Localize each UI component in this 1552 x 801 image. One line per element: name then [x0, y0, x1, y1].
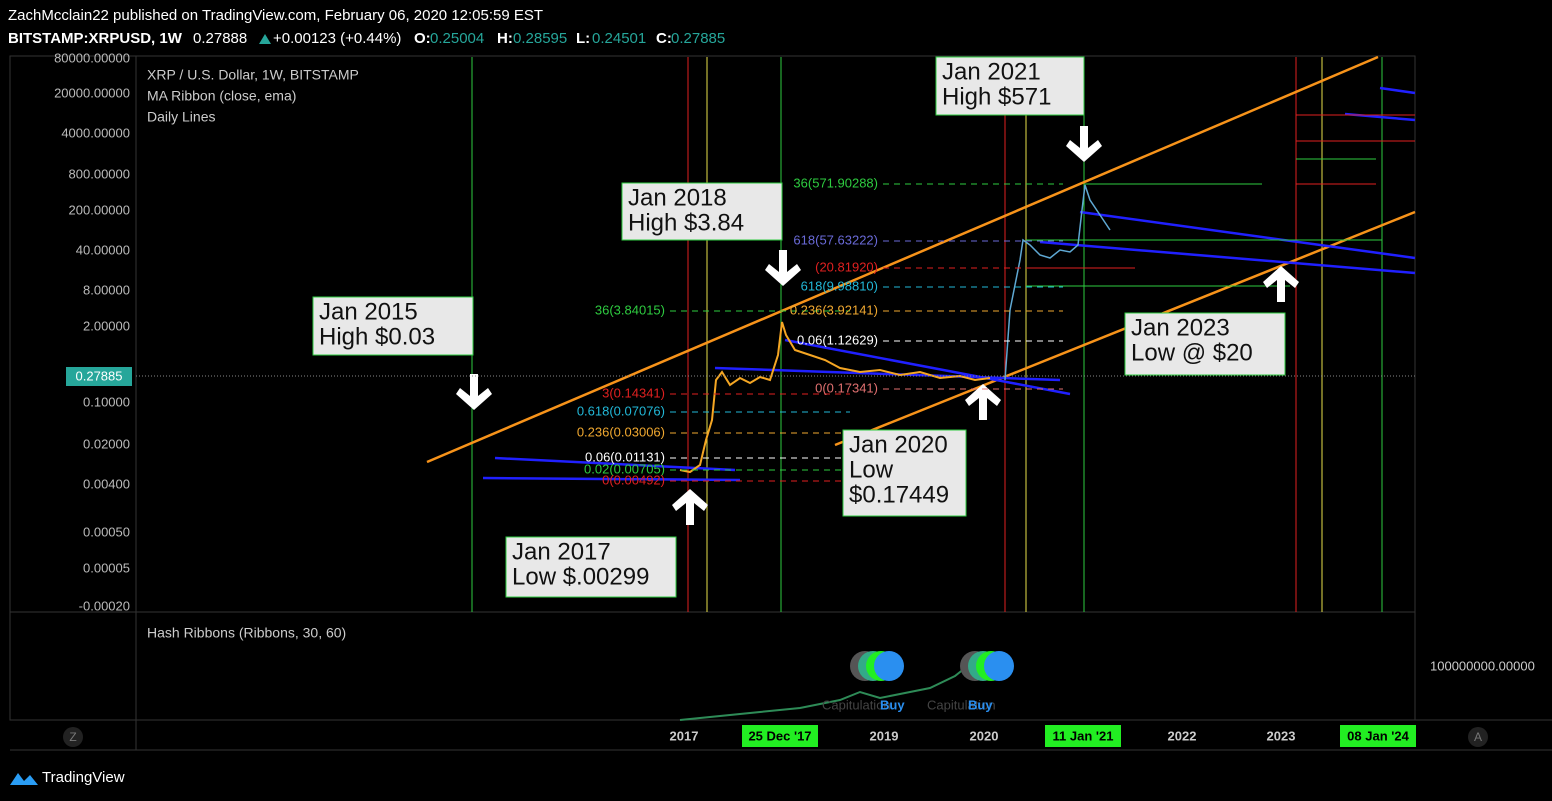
fib-label: 0(0.17341) — [815, 380, 878, 395]
annotation-box — [312, 296, 474, 356]
price-axis-label: 8.00000 — [83, 282, 130, 297]
annotation-box — [842, 429, 967, 517]
level-lines — [1026, 114, 1415, 287]
annotation-box — [621, 182, 783, 241]
time-axis-label: 2022 — [1168, 728, 1197, 743]
signal-dot — [984, 651, 1014, 681]
header-o-label: O: — [414, 30, 431, 47]
annotation-text: High $0.03 — [319, 323, 435, 350]
fib-label: 0.236(3.92141) — [790, 302, 878, 317]
brand: TradingView — [42, 769, 125, 786]
signal-dot — [874, 651, 904, 681]
header-h-label: H: — [497, 30, 513, 47]
header-last: 0.27888 — [193, 30, 247, 47]
price-axis-label: 0.00050 — [83, 524, 130, 539]
price-tag: 0.27885 — [76, 368, 123, 383]
header-change: +0.00123 (+0.44%) — [273, 30, 401, 47]
legend-item: XRP / U.S. Dollar, 1W, BITSTAMP — [147, 67, 359, 83]
annotation-text: $0.17449 — [849, 481, 949, 508]
trend-lines — [426, 55, 1416, 482]
tv-logo — [10, 773, 38, 785]
arrows — [456, 126, 1299, 525]
price-axis-label: 40.00000 — [76, 242, 130, 257]
time-axis-label: 25 Dec '17 — [748, 728, 811, 743]
header-l: 0.24501 — [592, 30, 646, 47]
hash-ribbon — [679, 654, 996, 721]
fib-label: 618(57.63222) — [793, 232, 878, 247]
pane-title: Hash Ribbons (Ribbons, 30, 60) — [147, 625, 346, 641]
time-marker-box — [1045, 725, 1121, 747]
vertical-lines — [471, 57, 1383, 612]
axis-button — [63, 727, 83, 747]
axis-button-label: Z — [69, 730, 76, 744]
price-axis-label: 0.10000 — [83, 394, 130, 409]
price-axis-label: 0.00400 — [83, 476, 130, 491]
price-axis-label: 80000.00000 — [54, 50, 130, 65]
annotation-box — [935, 56, 1085, 116]
legend-item: MA Ribbon (close, ema) — [147, 88, 296, 104]
fib-label: 0.618(0.07076) — [577, 403, 665, 418]
time-axis-label: 08 Jan '24 — [1347, 728, 1409, 743]
annotation-text: Jan 2020 — [849, 431, 948, 458]
annotation-text: Low — [849, 456, 894, 483]
pane-axis-label: 100000000.00000 — [1430, 658, 1535, 673]
signal-label: Capitulation — [927, 697, 996, 712]
price-line — [679, 321, 991, 474]
annotation-text: Low $.00299 — [512, 563, 649, 590]
annotation-text: Jan 2018 — [628, 184, 727, 211]
price-line-projection — [1004, 184, 1111, 381]
signal-label: Buy — [968, 697, 993, 712]
header-h: 0.28595 — [513, 30, 567, 47]
header-line: ZachMcclain22 published on TradingView.c… — [8, 7, 543, 24]
time-marker-box — [742, 725, 818, 747]
fib-label: 0.06(1.12629) — [797, 332, 878, 347]
header-symbol: BITSTAMP:XRPUSD, 1W — [8, 30, 183, 47]
annotation-text: Jan 2017 — [512, 538, 611, 565]
fib-label: 0.02(0.00705) — [584, 461, 665, 476]
fib-label: 36(3.84015) — [595, 302, 665, 317]
header-c: 0.27885 — [671, 30, 725, 47]
price-tag-box — [66, 367, 132, 386]
price-axis-label: -0.00020 — [79, 598, 130, 613]
fib-label: 618(9.98810) — [801, 278, 878, 293]
header-l-label: L: — [576, 30, 590, 47]
price-axis-label: 20000.00000 — [54, 85, 130, 100]
time-marker-box — [1340, 725, 1416, 747]
annotation-text: High $3.84 — [628, 209, 744, 236]
legend-item: Daily Lines — [147, 109, 215, 125]
time-axis-label: 11 Jan '21 — [1053, 728, 1114, 743]
price-axis-label: 800.00000 — [69, 166, 130, 181]
time-axis-label: 2017 — [670, 728, 699, 743]
fib-label: 36(571.90288) — [793, 175, 878, 190]
annotation-box — [505, 536, 677, 598]
signal-label: Capitulation — [822, 697, 891, 712]
price-axis-label: 0.00005 — [83, 560, 130, 575]
price-axis-label: 2.00000 — [83, 318, 130, 333]
annotation-text: Jan 2023 — [1131, 314, 1230, 341]
axis-button — [1468, 727, 1488, 747]
fib-label: 3(0.14341) — [602, 385, 665, 400]
price-axis-label: 200.00000 — [69, 202, 130, 217]
price-axis-label: 4000.00000 — [61, 125, 130, 140]
signal-label: Buy — [880, 697, 905, 712]
fib-label: 0.06(0.01131) — [585, 449, 665, 464]
time-axis-label: 2023 — [1267, 728, 1296, 743]
annotation-box — [1124, 312, 1286, 376]
fib-label: (20.81920) — [815, 259, 878, 274]
annotation-text: Jan 2015 — [319, 298, 418, 325]
axis-button-label: A — [1474, 730, 1482, 744]
annotation-text: Low @ $20 — [1131, 339, 1253, 366]
header-c-label: C: — [656, 30, 672, 47]
fib-label: 0(0.00492) — [602, 472, 665, 487]
fib-label: 0.236(0.03006) — [577, 424, 665, 439]
annotation-text: High $571 — [942, 83, 1051, 110]
header-o: 0.25004 — [430, 30, 484, 47]
annotation-text: Jan 2021 — [942, 58, 1041, 85]
time-axis-label: 2019 — [870, 728, 899, 743]
time-axis-label: 2020 — [970, 728, 999, 743]
up-triangle — [259, 34, 271, 44]
price-axis-label: 0.02000 — [83, 436, 130, 451]
